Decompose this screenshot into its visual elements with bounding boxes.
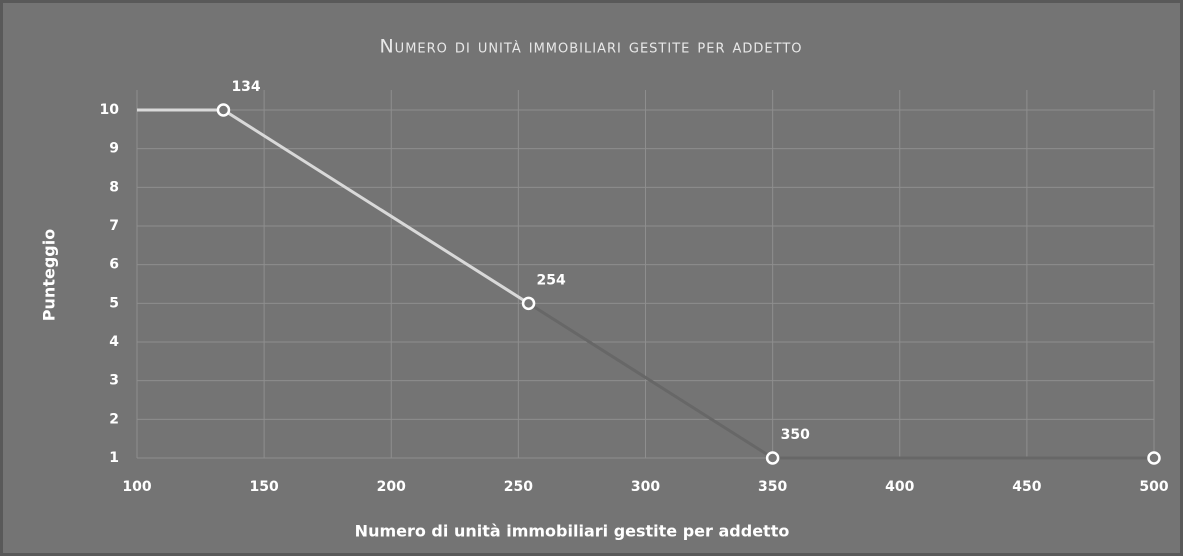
marker: [1147, 451, 1161, 465]
x-axis-label: Numero di unità immobiliari gestite per …: [355, 522, 790, 541]
y-tick-label: 2: [109, 411, 119, 427]
x-tick-label: 150: [250, 479, 279, 495]
y-tick-label: 10: [100, 102, 120, 118]
x-tick-label: 100: [122, 479, 151, 495]
data-label: 350: [781, 427, 810, 443]
chart-title: Numero di unità immobiliari gestite per …: [379, 36, 802, 58]
y-tick-label: 7: [109, 218, 119, 234]
marker: [521, 296, 536, 311]
chart-background: [3, 3, 1180, 553]
y-tick-label: 5: [109, 295, 119, 311]
x-tick-label: 400: [885, 479, 914, 495]
y-axis-label: Punteggio: [40, 229, 59, 321]
marker: [765, 451, 780, 465]
x-tick-label: 350: [758, 479, 787, 495]
x-tick-label: 500: [1139, 479, 1168, 495]
x-tick-label: 250: [504, 479, 533, 495]
y-tick-label: 9: [109, 141, 119, 157]
data-label: 134: [231, 79, 260, 95]
x-tick-label: 300: [631, 479, 660, 495]
y-tick-label: 8: [109, 179, 119, 195]
y-tick-label: 4: [109, 334, 119, 350]
y-tick-label: 3: [109, 373, 119, 389]
marker: [216, 103, 231, 117]
x-tick-label: 450: [1012, 479, 1041, 495]
y-tick-label: 6: [109, 257, 119, 273]
x-tick-label: 200: [377, 479, 406, 495]
y-tick-label: 1: [109, 450, 119, 466]
data-label: 254: [537, 272, 566, 288]
